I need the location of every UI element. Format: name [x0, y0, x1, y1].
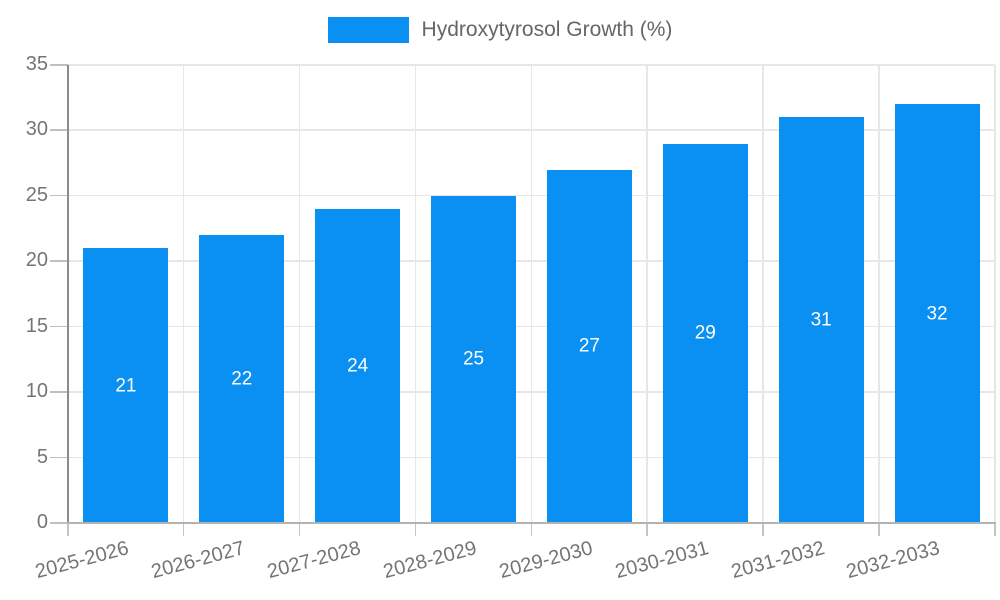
gridline-horizontal — [68, 64, 995, 66]
gridline-vertical — [646, 65, 648, 523]
y-axis-tick — [50, 260, 68, 262]
y-axis-label: 25 — [25, 183, 48, 206]
bar[interactable] — [778, 117, 864, 523]
y-axis-label: 5 — [36, 445, 48, 468]
bar-value-label: 22 — [231, 368, 253, 390]
gridline-vertical — [298, 65, 301, 523]
legend-swatch — [327, 17, 409, 43]
y-axis-line — [67, 65, 69, 523]
y-axis-tick — [50, 522, 68, 524]
bar-value-label: 25 — [462, 348, 485, 370]
bar-value-label: 27 — [578, 335, 601, 357]
x-axis-tick — [182, 523, 185, 536]
bar-value-label: 29 — [694, 322, 716, 344]
y-axis-tick — [50, 64, 68, 66]
bar[interactable] — [83, 248, 169, 523]
x-axis-tick — [298, 523, 301, 536]
bar[interactable] — [431, 195, 517, 523]
y-axis-tick — [50, 129, 68, 131]
gridline-vertical — [762, 65, 764, 523]
y-axis-label: 15 — [25, 314, 48, 337]
y-axis-label: 35 — [25, 53, 48, 75]
bar-value-label: 24 — [347, 355, 369, 377]
x-axis-tick — [530, 523, 532, 536]
y-axis-tick — [50, 456, 68, 459]
bar-value-label: 32 — [926, 303, 948, 325]
x-axis-line — [67, 522, 996, 524]
bar[interactable] — [199, 235, 285, 523]
x-axis-label: 2028-2029 — [380, 537, 479, 584]
x-axis-tick — [67, 523, 69, 536]
y-axis-label: 30 — [25, 118, 48, 141]
x-axis-tick — [762, 523, 764, 536]
y-axis-tick — [50, 325, 68, 328]
x-axis-tick — [878, 523, 880, 536]
y-axis-label: 0 — [36, 511, 48, 533]
bar-value-label: 31 — [810, 309, 832, 331]
x-axis-label: 2026-2027 — [149, 537, 248, 584]
x-axis-label: 2029-2030 — [496, 537, 595, 584]
gridline-vertical — [182, 65, 185, 523]
x-axis-label: 2032-2033 — [844, 537, 943, 584]
gridline-vertical — [994, 65, 996, 523]
bar[interactable] — [546, 169, 632, 523]
y-axis-label: 10 — [25, 380, 48, 403]
y-axis-tick — [50, 391, 68, 393]
legend-item[interactable]: Hydroxytyrosol Growth (%) — [0, 17, 1000, 43]
x-axis-tick — [414, 523, 417, 536]
bar[interactable] — [894, 104, 980, 523]
x-axis-tick — [646, 523, 648, 536]
y-axis-tick — [50, 194, 68, 197]
gridline-vertical — [530, 65, 532, 523]
x-axis-label: 2030-2031 — [612, 537, 711, 584]
legend-label: Hydroxytyrosol Growth (%) — [421, 18, 673, 41]
gridline-vertical — [878, 65, 880, 523]
gridline-vertical — [414, 65, 417, 523]
x-axis-tick — [994, 523, 996, 536]
bar[interactable] — [315, 208, 401, 523]
x-axis-label: 2025-2026 — [33, 537, 132, 584]
bar-value-label: 21 — [115, 375, 137, 397]
bar[interactable] — [662, 143, 748, 523]
x-axis-label: 2031-2032 — [728, 537, 827, 584]
y-axis-label: 20 — [25, 249, 48, 272]
x-axis-label: 2027-2028 — [265, 537, 364, 584]
